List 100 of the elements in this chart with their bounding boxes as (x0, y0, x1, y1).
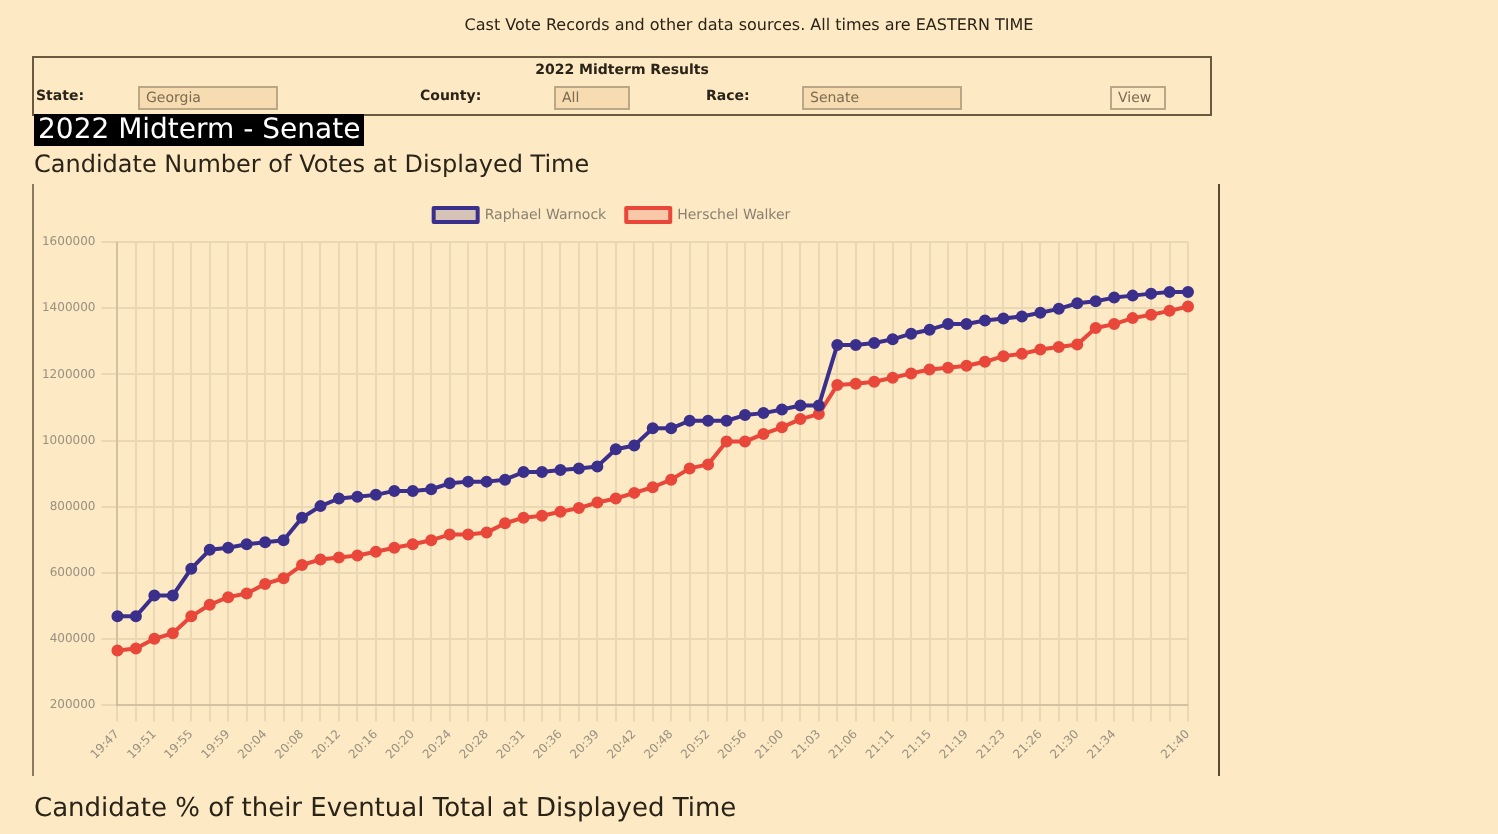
point (1108, 318, 1121, 331)
chart-title: 2022 Midterm - Senate (34, 114, 365, 146)
point (849, 338, 862, 351)
point (960, 359, 973, 372)
text: Candidate % of their Eventual Total at Displayed Time (34, 794, 737, 824)
point (203, 598, 216, 611)
point (332, 551, 345, 564)
point (148, 632, 161, 645)
point (277, 572, 290, 585)
point (591, 460, 604, 473)
point (443, 477, 456, 490)
point (314, 500, 327, 513)
point (831, 378, 844, 391)
point (443, 528, 456, 541)
point (351, 549, 364, 562)
point (166, 627, 179, 640)
point (1071, 297, 1084, 310)
point (757, 407, 770, 420)
point (462, 528, 475, 541)
point (794, 413, 807, 426)
point (499, 473, 512, 486)
point (369, 545, 382, 558)
point (1163, 285, 1176, 298)
point (425, 483, 438, 496)
point (683, 462, 696, 475)
point (480, 475, 493, 488)
point (480, 526, 493, 539)
point (185, 562, 198, 575)
point (1108, 291, 1121, 304)
point (628, 486, 641, 499)
point (702, 414, 715, 427)
point (1071, 338, 1084, 351)
point (351, 490, 364, 503)
point (240, 587, 253, 600)
point (886, 333, 899, 346)
point (296, 559, 309, 572)
point (757, 427, 770, 440)
point (1015, 347, 1028, 360)
point (849, 377, 862, 390)
point (775, 403, 788, 416)
point (628, 439, 641, 452)
point (942, 318, 955, 331)
point (572, 462, 585, 475)
point (905, 367, 918, 380)
point (388, 484, 401, 497)
point (646, 481, 659, 494)
text: Cast Vote Records and other data sources. All times are EASTERN TIME (462, 16, 1036, 34)
point (831, 338, 844, 351)
point (1089, 322, 1102, 335)
point (1126, 312, 1139, 325)
point (406, 484, 419, 497)
point (591, 496, 604, 509)
point (185, 610, 198, 623)
point (1052, 302, 1065, 315)
point (609, 443, 622, 456)
point (314, 553, 327, 566)
point (609, 492, 622, 505)
point (812, 399, 825, 412)
point (868, 336, 881, 349)
point (129, 642, 142, 655)
point (535, 509, 548, 522)
point (978, 355, 991, 368)
point (978, 314, 991, 327)
point (1145, 287, 1158, 300)
chart-subtitle: Candidate Number of Votes at Displayed Time (34, 150, 590, 178)
point (1089, 295, 1102, 308)
point (425, 534, 438, 547)
point (406, 538, 419, 551)
point (942, 361, 955, 374)
point (868, 375, 881, 388)
point (923, 363, 936, 376)
point (1182, 300, 1194, 313)
point (1034, 343, 1047, 356)
point (388, 541, 401, 554)
point (148, 589, 161, 602)
point (554, 464, 567, 477)
point (203, 543, 216, 556)
point (702, 458, 715, 471)
point (1182, 285, 1194, 298)
point (739, 409, 752, 422)
point (1126, 289, 1139, 302)
point (240, 538, 253, 551)
point (665, 422, 678, 435)
point (923, 323, 936, 336)
point (259, 536, 272, 549)
point (1145, 308, 1158, 321)
point (111, 644, 124, 657)
point (332, 492, 345, 505)
point (517, 466, 530, 479)
point (499, 517, 512, 530)
point (296, 511, 309, 524)
point (739, 435, 752, 448)
point (222, 541, 235, 554)
point (720, 414, 733, 427)
point (997, 350, 1010, 363)
point (665, 473, 678, 486)
point (535, 466, 548, 479)
point (997, 312, 1010, 325)
point (1015, 310, 1028, 323)
point (222, 591, 235, 604)
